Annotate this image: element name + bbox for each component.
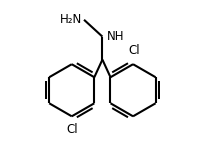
Text: H₂N: H₂N <box>59 12 82 26</box>
Text: Cl: Cl <box>128 44 140 57</box>
Text: NH: NH <box>107 30 125 43</box>
Text: Cl: Cl <box>66 123 77 136</box>
